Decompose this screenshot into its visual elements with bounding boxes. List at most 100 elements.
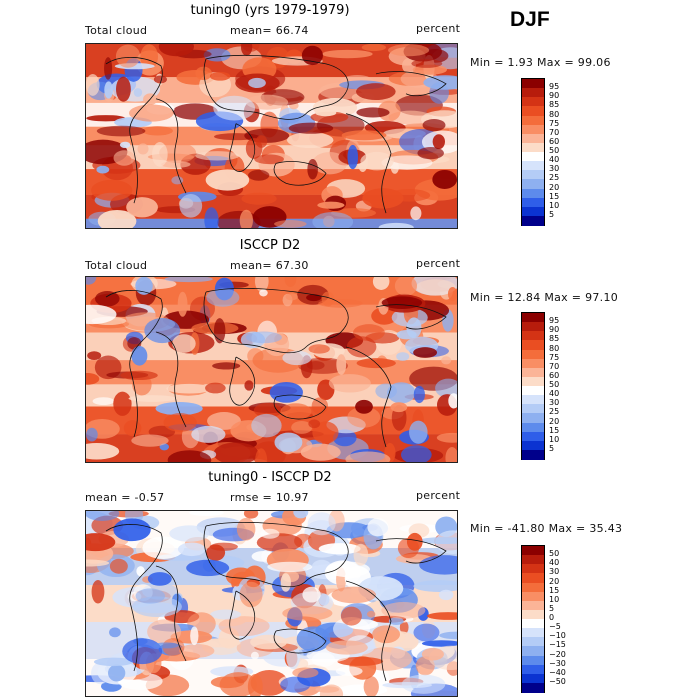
colorbar-swatch xyxy=(522,188,544,199)
panel-1-left-label: Total cloud xyxy=(85,24,148,37)
panel-3-map xyxy=(85,510,458,697)
colorbar-tick-label: 90 xyxy=(549,91,560,101)
colorbar-swatch xyxy=(522,358,544,369)
colorbar-swatch xyxy=(522,564,544,574)
colorbar-swatch xyxy=(522,97,544,107)
colorbar-tick-label: 75 xyxy=(549,118,560,128)
colorbar-tick-label: 95 xyxy=(549,82,560,92)
colorbar-tick-label: 30 xyxy=(549,164,560,174)
colorbar-tick-label: −30 xyxy=(549,658,566,668)
colorbar-swatch xyxy=(522,431,544,442)
colorbar-swatch xyxy=(522,413,544,423)
panel-3-left-label: mean = -0.57 xyxy=(85,491,165,504)
colorbar-tick-label: −15 xyxy=(549,640,566,650)
panel-2-colorbar xyxy=(521,312,545,460)
colorbar-swatch xyxy=(522,646,544,656)
map-field xyxy=(86,277,457,462)
map-field xyxy=(86,511,457,696)
colorbar-swatch xyxy=(522,88,544,98)
panel-2-right-label: percent xyxy=(416,257,461,270)
colorbar-tick-label: 10 xyxy=(549,434,560,444)
colorbar-swatch xyxy=(522,546,544,556)
colorbar-tick-label: −10 xyxy=(549,631,566,641)
colorbar-swatch xyxy=(522,573,544,583)
colorbar-swatch xyxy=(522,215,544,226)
colorbar-tick-label: 75 xyxy=(549,352,560,362)
colorbar-swatch xyxy=(522,106,544,116)
colorbar-tick-label: 85 xyxy=(549,334,560,344)
colorbar-tick-label: 25 xyxy=(549,407,560,417)
colorbar-tick-label: 10 xyxy=(549,594,560,604)
colorbar-swatch xyxy=(522,331,544,341)
map-field xyxy=(86,44,457,228)
colorbar-swatch xyxy=(522,655,544,666)
colorbar-swatch xyxy=(522,340,544,350)
panel-1-right-label: percent xyxy=(416,22,461,35)
colorbar-swatch xyxy=(522,404,544,414)
colorbar-tick-label: 40 xyxy=(549,389,560,399)
colorbar-swatch xyxy=(522,582,544,593)
colorbar-tick-label: 10 xyxy=(549,200,560,210)
colorbar-swatch xyxy=(522,322,544,332)
colorbar-swatch xyxy=(522,124,544,135)
colorbar-swatch xyxy=(522,682,544,693)
panel-2-title: ISCCP D2 xyxy=(239,238,301,253)
panel-3-colorbar xyxy=(521,545,545,693)
colorbar-tick-label: 15 xyxy=(549,585,560,595)
colorbar-tick-label: 40 xyxy=(549,558,560,568)
colorbar-tick-label: 30 xyxy=(549,398,560,408)
colorbar-tick-label: 5 xyxy=(549,443,555,453)
colorbar-swatch xyxy=(522,664,544,675)
colorbar-swatch xyxy=(522,449,544,460)
colorbar-tick-label: 95 xyxy=(549,316,560,326)
colorbar-swatch xyxy=(522,600,544,611)
colorbar-swatch xyxy=(522,422,544,433)
panel-1-minmax: Min = 1.93 Max = 99.06 xyxy=(470,56,611,69)
colorbar-tick-label: 80 xyxy=(549,109,560,119)
colorbar-tick-label: −5 xyxy=(549,622,561,632)
colorbar-tick-label: 80 xyxy=(549,343,560,353)
colorbar-tick-label: 20 xyxy=(549,416,560,426)
colorbar-swatch xyxy=(522,206,544,217)
colorbar-swatch xyxy=(522,609,544,620)
colorbar-swatch xyxy=(522,673,544,684)
colorbar-tick-label: −20 xyxy=(549,649,566,659)
colorbar-tick-label: 60 xyxy=(549,370,560,380)
panel-1-colorbar xyxy=(521,78,545,226)
colorbar-swatch xyxy=(522,179,544,189)
colorbar-tick-label: 20 xyxy=(549,182,560,192)
colorbar-tick-label: 15 xyxy=(549,425,560,435)
colorbar-tick-label: 70 xyxy=(549,361,560,371)
colorbar-swatch xyxy=(522,591,544,602)
colorbar-tick-label: 70 xyxy=(549,127,560,137)
colorbar-swatch xyxy=(522,152,544,162)
colorbar-swatch xyxy=(522,349,544,360)
colorbar-swatch xyxy=(522,628,544,638)
colorbar-tick-label: 50 xyxy=(549,549,560,559)
colorbar-swatch xyxy=(522,115,544,126)
colorbar-tick-label: 0 xyxy=(549,613,555,622)
panel-3-minmax: Min = -41.80 Max = 35.43 xyxy=(470,522,623,535)
panel-3-title: tuning0 - ISCCP D2 xyxy=(208,470,332,485)
colorbar-swatch xyxy=(522,197,544,208)
colorbar-tick-label: 60 xyxy=(549,136,560,146)
colorbar-tick-label: 15 xyxy=(549,191,560,201)
panel-1-center-label: mean= 66.74 xyxy=(230,24,309,37)
colorbar-swatch xyxy=(522,170,544,180)
colorbar-swatch xyxy=(522,79,544,89)
panel-1-title: tuning0 (yrs 1979-1979) xyxy=(190,3,350,18)
panel-3-center-label: rmse = 10.97 xyxy=(230,491,309,504)
colorbar-swatch xyxy=(522,133,544,144)
panel-1-map xyxy=(85,43,458,229)
panel-2-center-label: mean= 67.30 xyxy=(230,259,309,272)
colorbar-tick-label: 20 xyxy=(549,576,560,586)
colorbar-tick-label: 30 xyxy=(549,567,560,577)
colorbar-swatch xyxy=(522,376,544,387)
colorbar-swatch xyxy=(522,619,544,629)
colorbar-swatch xyxy=(522,313,544,323)
colorbar-tick-label: −40 xyxy=(549,667,566,677)
colorbar-swatch xyxy=(522,395,544,405)
colorbar-tick-label: 50 xyxy=(549,146,560,155)
colorbar-tick-label: 5 xyxy=(549,603,555,613)
panel-2-minmax: Min = 12.84 Max = 97.10 xyxy=(470,291,619,304)
